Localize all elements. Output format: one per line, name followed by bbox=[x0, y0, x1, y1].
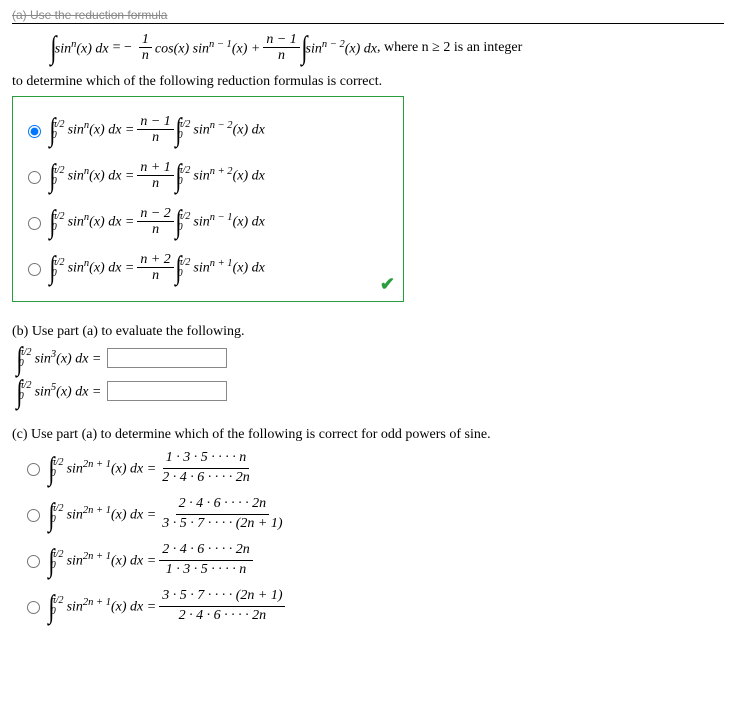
c-lhs: sin2n + 1(x) dx = bbox=[67, 551, 157, 570]
option-a-radio[interactable] bbox=[28, 217, 41, 230]
correct-check-icon: ✔ bbox=[380, 274, 395, 295]
integral-sign: ∫ bbox=[49, 207, 55, 236]
integral-sign: ∫ bbox=[175, 253, 181, 282]
option-a-row: ∫ π/20 sinn(x) dx = n − 1n ∫ π/20 sinn −… bbox=[23, 109, 393, 151]
prompt-a: to determine which of the following redu… bbox=[12, 74, 724, 90]
part-b-label: (b) Use part (a) to evaluate the followi… bbox=[12, 324, 724, 340]
answer-input[interactable] bbox=[107, 381, 227, 401]
option-c-radio[interactable] bbox=[27, 509, 40, 522]
option-a-coef: n + 2n bbox=[137, 252, 173, 284]
rhs-integrand: sinn − 2(x) dx bbox=[193, 120, 264, 139]
option-c-fraction: 2 · 4 · 6 · · · · 2n 3 · 5 · 7 · · · · (… bbox=[159, 495, 285, 534]
option-c-row: ∫ π/20 sin2n + 1(x) dx = 3 · 5 · 7 · · ·… bbox=[22, 585, 724, 627]
main-reduction-formula: ∫ sinn(x) dx = − 1 n cos(x) sinn − 1(x) … bbox=[52, 32, 724, 64]
part-c-label: (c) Use part (a) to determine which of t… bbox=[12, 427, 724, 443]
integral-sign: ∫ bbox=[175, 115, 181, 144]
options-a-box: ∫ π/20 sinn(x) dx = n − 1n ∫ π/20 sinn −… bbox=[12, 96, 404, 302]
option-c-radio[interactable] bbox=[27, 555, 40, 568]
option-c-fraction: 2 · 4 · 6 · · · · 2n 1 · 3 · 5 · · · · n bbox=[159, 541, 253, 580]
part-b-row: ∫ π/20 sin3(x) dx = bbox=[18, 344, 724, 373]
integral-sign: ∫ bbox=[49, 161, 55, 190]
integral-sign: ∫ bbox=[50, 33, 56, 62]
integral-sign: ∫ bbox=[16, 377, 22, 406]
right-integrand: sinn − 2(x) dx bbox=[306, 39, 377, 58]
option-c-radio[interactable] bbox=[27, 463, 40, 476]
rhs-integrand: sinn + 1(x) dx bbox=[193, 258, 264, 277]
option-c-fraction: 1 · 3 · 5 · · · · n 2 · 4 · 6 · · · · 2n bbox=[159, 449, 253, 488]
option-c-row: ∫ π/20 sin2n + 1(x) dx = 2 · 4 · 6 · · ·… bbox=[22, 539, 724, 581]
option-c-radio[interactable] bbox=[27, 601, 40, 614]
option-a-coef: n − 2n bbox=[137, 206, 173, 238]
lhs-integrand: sinn(x) dx = bbox=[68, 258, 135, 277]
integral-sign: ∫ bbox=[175, 161, 181, 190]
integral-sign: ∫ bbox=[48, 454, 54, 483]
b-integrand: sin3(x) dx = bbox=[35, 349, 102, 368]
equals-neg: = − bbox=[113, 40, 132, 56]
option-a-coef: n − 1n bbox=[137, 114, 173, 146]
integral-sign: ∫ bbox=[49, 253, 55, 282]
option-a-radio[interactable] bbox=[28, 125, 41, 138]
option-a-row: ∫ π/20 sinn(x) dx = n − 2n ∫ π/20 sinn −… bbox=[23, 201, 393, 243]
answer-input[interactable] bbox=[107, 348, 227, 368]
integral-sign: ∫ bbox=[48, 500, 54, 529]
mid-term: cos(x) sinn − 1(x) + bbox=[155, 39, 260, 58]
integral-sign: ∫ bbox=[16, 344, 22, 373]
integral-sign: ∫ bbox=[175, 207, 181, 236]
option-a-row: ∫ π/20 sinn(x) dx = n + 2n ∫ π/20 sinn +… bbox=[23, 247, 393, 289]
c-lhs: sin2n + 1(x) dx = bbox=[67, 505, 157, 524]
lhs-integrand: sinn(x) dx = bbox=[68, 166, 135, 185]
rhs-integrand: sinn − 1(x) dx bbox=[193, 212, 264, 231]
integral-sign-2: ∫ bbox=[301, 33, 307, 62]
option-c-row: ∫ π/20 sin2n + 1(x) dx = 1 · 3 · 5 · · ·… bbox=[22, 447, 724, 489]
integral-sign: ∫ bbox=[49, 115, 55, 144]
b-integrand: sin5(x) dx = bbox=[35, 382, 102, 401]
part-b-row: ∫ π/20 sin5(x) dx = bbox=[18, 377, 724, 406]
header-cutoff: (a) Use the reduction formula bbox=[12, 8, 724, 24]
lhs-integrand: sinn(x) dx = bbox=[68, 120, 135, 139]
integrand-left: sinn(x) dx bbox=[55, 39, 109, 58]
lhs-integrand: sinn(x) dx = bbox=[68, 212, 135, 231]
option-a-radio[interactable] bbox=[28, 171, 41, 184]
rhs-integrand: sinn + 2(x) dx bbox=[193, 166, 264, 185]
integral-sign: ∫ bbox=[48, 592, 54, 621]
frac-one-over-n: 1 n bbox=[139, 32, 152, 64]
option-a-radio[interactable] bbox=[28, 263, 41, 276]
option-c-row: ∫ π/20 sin2n + 1(x) dx = 2 · 4 · 6 · · ·… bbox=[22, 493, 724, 535]
option-c-fraction: 3 · 5 · 7 · · · · (2n + 1) 2 · 4 · 6 · ·… bbox=[159, 587, 285, 626]
integral-sign: ∫ bbox=[48, 546, 54, 575]
c-lhs: sin2n + 1(x) dx = bbox=[67, 459, 157, 478]
frac-n-minus-1-over-n: n − 1 n bbox=[263, 32, 299, 64]
option-a-row: ∫ π/20 sinn(x) dx = n + 1n ∫ π/20 sinn +… bbox=[23, 155, 393, 197]
where-clause: , where n ≥ 2 is an integer bbox=[377, 40, 522, 56]
option-a-coef: n + 1n bbox=[137, 160, 173, 192]
c-lhs: sin2n + 1(x) dx = bbox=[67, 597, 157, 616]
